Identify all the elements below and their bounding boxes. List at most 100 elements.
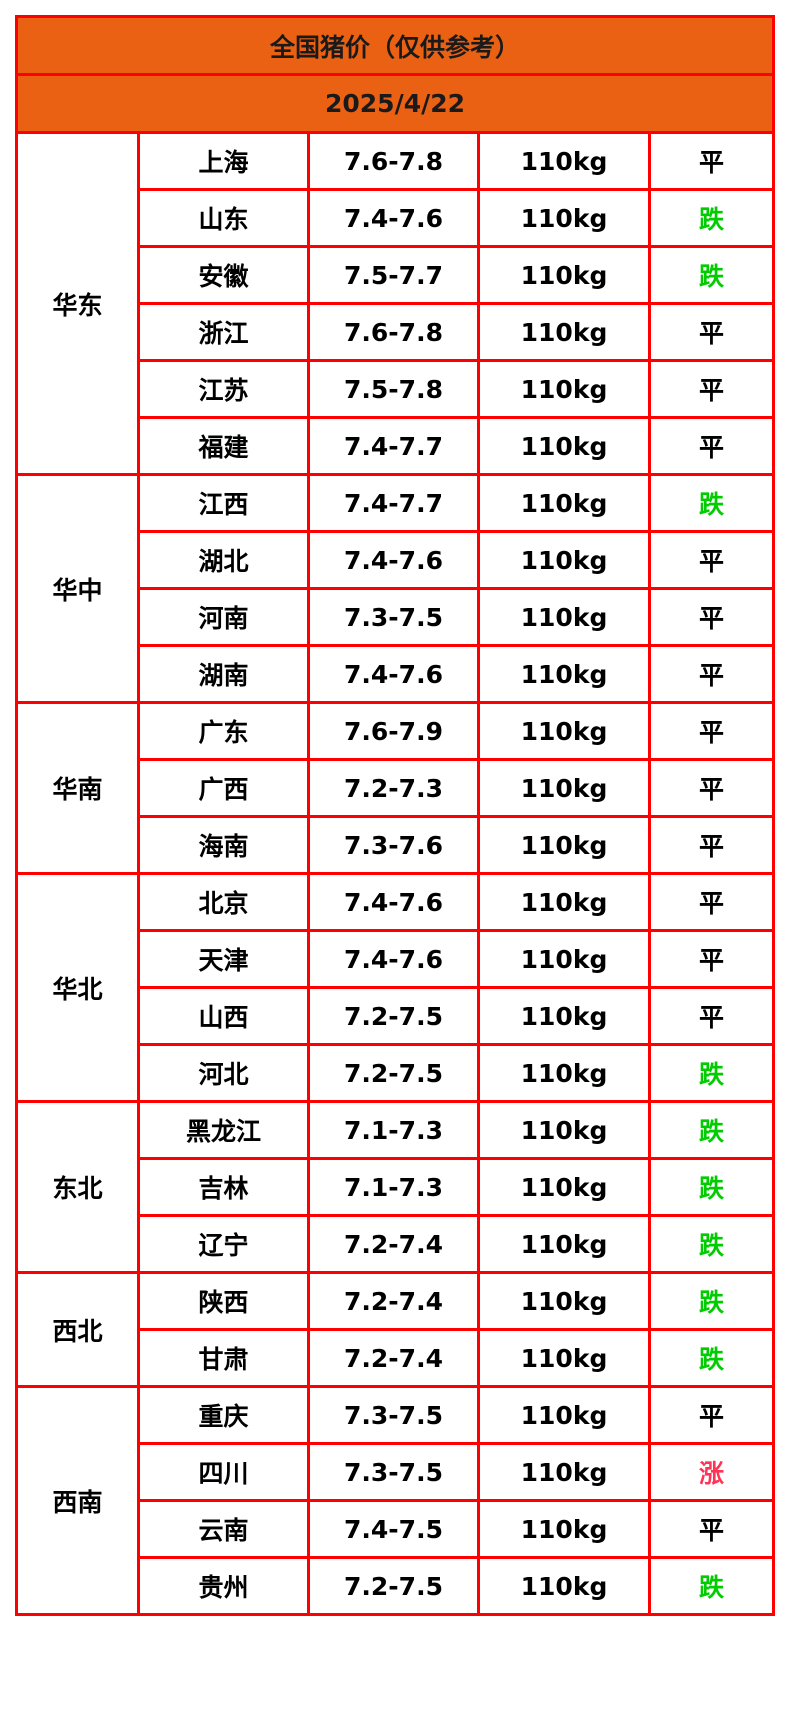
province-cell: 湖南 [137, 644, 310, 704]
price-cell: 7.6-7.8 [307, 131, 480, 191]
province-cell: 河北 [137, 1043, 310, 1103]
trend-cell: 跌 [647, 245, 776, 305]
trend-cell: 跌 [647, 1556, 776, 1616]
price-cell: 7.4-7.6 [307, 929, 480, 989]
province-cell: 贵州 [137, 1556, 310, 1616]
province-cell: 甘肃 [137, 1328, 310, 1388]
province-cell: 江西 [137, 473, 310, 533]
province-cell: 海南 [137, 815, 310, 875]
price-cell: 7.3-7.5 [307, 1442, 480, 1502]
province-cell: 黑龙江 [137, 1100, 310, 1160]
table-row: 云南 7.4-7.5 110kg 平 [17, 1499, 776, 1559]
table-row: 四川 7.3-7.5 110kg 涨 [17, 1442, 776, 1502]
price-cell: 7.4-7.7 [307, 416, 480, 476]
region-cell: 东北 [15, 1100, 140, 1274]
price-cell: 7.2-7.3 [307, 758, 480, 818]
table-row: 山东 7.4-7.6 110kg 跌 [17, 188, 776, 248]
price-cell: 7.2-7.4 [307, 1271, 480, 1331]
weight-cell: 110kg [477, 359, 651, 419]
table-row: 东北 黑龙江 7.1-7.3 110kg 跌 [15, 1100, 776, 1274]
table-row: 天津 7.4-7.6 110kg 平 [17, 929, 776, 989]
weight-cell: 110kg [477, 245, 651, 305]
table-row: 西北 陕西 7.2-7.4 110kg 跌 [15, 1271, 776, 1388]
table-row: 吉林 7.1-7.3 110kg 跌 [17, 1157, 776, 1217]
weight-cell: 110kg [477, 473, 651, 533]
trend-cell: 跌 [647, 1271, 776, 1331]
price-cell: 7.3-7.6 [307, 815, 480, 875]
trend-cell: 平 [647, 1499, 776, 1559]
table-row: 江苏 7.5-7.8 110kg 平 [17, 359, 776, 419]
table-row: 广西 7.2-7.3 110kg 平 [17, 758, 776, 818]
price-cell: 7.4-7.7 [307, 473, 480, 533]
province-cell: 广东 [137, 701, 310, 761]
trend-cell: 跌 [647, 1157, 776, 1217]
trend-cell: 跌 [647, 1328, 776, 1388]
weight-cell: 110kg [477, 872, 651, 932]
region-cell: 华东 [15, 131, 140, 476]
weight-cell: 110kg [477, 1556, 651, 1616]
table-row: 甘肃 7.2-7.4 110kg 跌 [17, 1328, 776, 1388]
weight-cell: 110kg [477, 758, 651, 818]
trend-cell: 跌 [647, 188, 776, 248]
table-date: 2025/4/22 [14, 73, 776, 134]
province-cell: 天津 [137, 929, 310, 989]
trend-cell: 平 [647, 131, 776, 191]
weight-cell: 110kg [477, 1100, 651, 1160]
province-cell: 陕西 [137, 1271, 310, 1331]
price-cell: 7.6-7.8 [307, 302, 480, 362]
trend-cell: 平 [647, 701, 776, 761]
trend-cell: 平 [647, 644, 776, 704]
weight-cell: 110kg [477, 131, 651, 191]
price-cell: 7.4-7.6 [307, 644, 480, 704]
weight-cell: 110kg [477, 929, 651, 989]
price-cell: 7.6-7.9 [307, 701, 480, 761]
province-cell: 吉林 [137, 1157, 310, 1217]
trend-cell: 平 [647, 302, 776, 362]
region-cell: 华南 [15, 701, 140, 875]
weight-cell: 110kg [477, 1499, 651, 1559]
weight-cell: 110kg [477, 1043, 651, 1103]
province-cell: 广西 [137, 758, 310, 818]
table-row: 海南 7.3-7.6 110kg 平 [17, 815, 776, 875]
province-cell: 河南 [137, 587, 310, 647]
price-cell: 7.1-7.3 [307, 1100, 480, 1160]
price-cell: 7.4-7.6 [307, 188, 480, 248]
table-row: 辽宁 7.2-7.4 110kg 跌 [17, 1214, 776, 1274]
province-cell: 山东 [137, 188, 310, 248]
price-cell: 7.1-7.3 [307, 1157, 480, 1217]
table-row: 浙江 7.6-7.8 110kg 平 [17, 302, 776, 362]
trend-cell: 平 [647, 758, 776, 818]
table-row: 山西 7.2-7.5 110kg 平 [17, 986, 776, 1046]
province-cell: 四川 [137, 1442, 310, 1502]
trend-cell: 平 [647, 530, 776, 590]
province-cell: 辽宁 [137, 1214, 310, 1274]
trend-cell: 平 [647, 359, 776, 419]
province-cell: 北京 [137, 872, 310, 932]
region-cell: 西南 [15, 1385, 140, 1616]
trend-cell: 跌 [647, 1043, 776, 1103]
weight-cell: 110kg [477, 1214, 651, 1274]
weight-cell: 110kg [477, 815, 651, 875]
pig-price-table: 全国猪价（仅供参考） 2025/4/22 华东 上海 7.6-7.8 110kg 平山东… [14, 15, 776, 1616]
region-cell: 西北 [15, 1271, 140, 1388]
trend-cell: 跌 [647, 1100, 776, 1160]
price-cell: 7.3-7.5 [307, 587, 480, 647]
region-cell: 华北 [15, 872, 140, 1103]
price-cell: 7.3-7.5 [307, 1385, 480, 1445]
price-cell: 7.5-7.8 [307, 359, 480, 419]
trend-cell: 平 [647, 872, 776, 932]
price-cell: 7.4-7.6 [307, 530, 480, 590]
province-cell: 江苏 [137, 359, 310, 419]
table-row: 湖南 7.4-7.6 110kg 平 [17, 644, 776, 704]
region-cell: 华中 [15, 473, 140, 704]
weight-cell: 110kg [477, 587, 651, 647]
trend-cell: 平 [647, 815, 776, 875]
trend-cell: 平 [647, 1385, 776, 1445]
price-cell: 7.2-7.5 [307, 1043, 480, 1103]
weight-cell: 110kg [477, 188, 651, 248]
table-row: 华东 上海 7.6-7.8 110kg 平 [15, 131, 776, 476]
province-cell: 云南 [137, 1499, 310, 1559]
weight-cell: 110kg [477, 1157, 651, 1217]
province-cell: 福建 [137, 416, 310, 476]
price-cell: 7.5-7.7 [307, 245, 480, 305]
